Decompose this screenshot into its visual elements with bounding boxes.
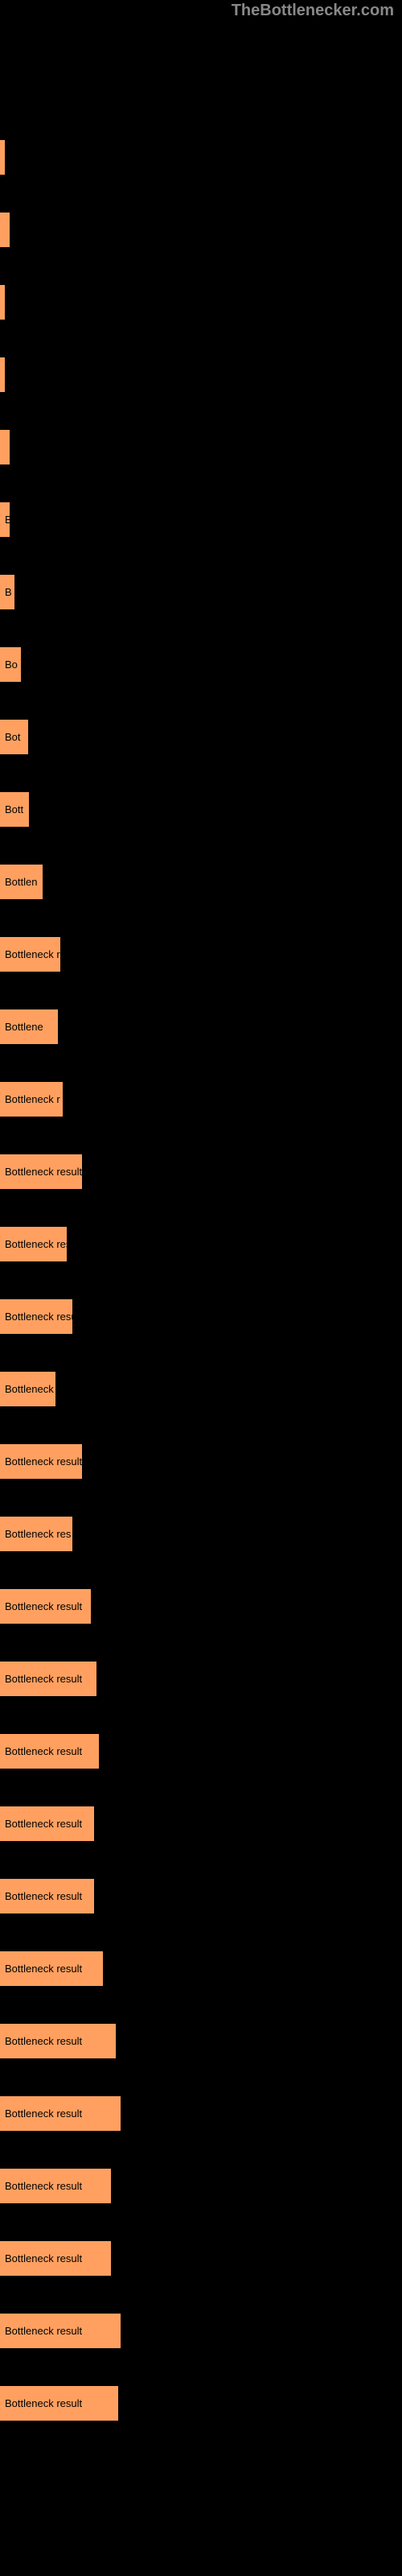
bar-row: Bot: [0, 716, 402, 757]
bar-row: Bottleneck result: [0, 2165, 402, 2206]
bar-label: B: [5, 514, 12, 526]
bar-row: [0, 427, 402, 467]
bar-label: Bot: [5, 731, 21, 743]
bar: Bottlen: [0, 865, 43, 899]
bar-row: [0, 282, 402, 322]
bar: Bottleneck result: [0, 1154, 82, 1189]
bar: Bott: [0, 792, 29, 827]
bar-row: Bottlen: [0, 861, 402, 902]
bar-row: [0, 209, 402, 250]
bar: Bottlene: [0, 1009, 58, 1044]
bar-label: Bottleneck result: [5, 1745, 82, 1757]
bar-row: [0, 354, 402, 394]
bar: Bottleneck r: [0, 1372, 55, 1406]
bar: [0, 213, 10, 247]
bar-row: Bottleneck res: [0, 1224, 402, 1264]
bar-label: Bottleneck result: [5, 1455, 82, 1468]
bar-row: Bottleneck result: [0, 1803, 402, 1843]
bar-row: B: [0, 499, 402, 539]
bar: [0, 357, 5, 392]
bar: Bottleneck result: [0, 2314, 121, 2348]
bar-label: Bottleneck result: [5, 2035, 82, 2047]
bar-row: Bottleneck result: [0, 1948, 402, 1988]
bar-label: Bottleneck res: [5, 1238, 71, 1250]
bar: [0, 430, 10, 464]
bar: Bottleneck result: [0, 1589, 91, 1624]
bar: Bottleneck resu: [0, 1299, 72, 1334]
bar: Bottleneck result: [0, 2024, 116, 2058]
bar-row: Bottleneck result: [0, 1586, 402, 1626]
bar-label: Bottlene: [5, 1021, 43, 1033]
bar-chart: B B Bo Bot Bott Bottlen Bottleneck r Bottlene Bo…: [0, 0, 402, 2487]
bar-row: Bottleneck r: [0, 934, 402, 974]
bar-label: Bottleneck r: [5, 948, 60, 960]
bar-row: Bottleneck result: [0, 2310, 402, 2351]
watermark-text: TheBottlenecker.com: [232, 2, 394, 20]
bar: Bottleneck result: [0, 1662, 96, 1696]
bar-label: Bottleneck result: [5, 2397, 82, 2409]
bar-row: Bottleneck res: [0, 1513, 402, 1554]
bar-label: Bottleneck r: [5, 1093, 60, 1105]
bar: Bottleneck result: [0, 1879, 94, 1913]
bar: B: [0, 502, 10, 537]
bar-label: Bottleneck result: [5, 1166, 82, 1178]
bar-label: Bottleneck result: [5, 1890, 82, 1902]
bar-row: Bottlene: [0, 1006, 402, 1046]
bar: Bottleneck r: [0, 937, 60, 972]
bar-label: Bottleneck result: [5, 2325, 82, 2337]
bar-row: Bottleneck result: [0, 1731, 402, 1771]
bar-label: Bottleneck resu: [5, 1311, 77, 1323]
bar-row: Bottleneck resu: [0, 1296, 402, 1336]
bar: Bo: [0, 647, 21, 682]
bar: Bot: [0, 720, 28, 754]
bar-row: Bott: [0, 789, 402, 829]
bar-label: Bottleneck result: [5, 2180, 82, 2192]
bar-row: Bottleneck result: [0, 2093, 402, 2133]
bar-label: Bottleneck result: [5, 1673, 82, 1685]
bar: Bottleneck result: [0, 2386, 118, 2421]
bar: Bottleneck result: [0, 1444, 82, 1479]
bar: Bottleneck result: [0, 1734, 99, 1769]
bar-row: Bottleneck result: [0, 2383, 402, 2423]
bar-label: Bo: [5, 658, 18, 671]
bar-label: Bottleneck res: [5, 1528, 71, 1540]
bar-row: Bottleneck result: [0, 1151, 402, 1191]
bar: Bottleneck result: [0, 2241, 111, 2276]
bar: B: [0, 575, 14, 609]
bar: Bottleneck result: [0, 2096, 121, 2131]
bar-row: Bottleneck r: [0, 1079, 402, 1119]
bar-label: Bottleneck result: [5, 1963, 82, 1975]
bar-row: [0, 137, 402, 177]
bar-label: B: [5, 586, 12, 598]
bar-row: Bottleneck result: [0, 2021, 402, 2061]
bar-row: B: [0, 572, 402, 612]
bar-label: Bottleneck result: [5, 1818, 82, 1830]
bar: Bottleneck r: [0, 1082, 63, 1117]
bar: Bottleneck res: [0, 1517, 72, 1551]
bar-label: Bottleneck result: [5, 1600, 82, 1612]
bar: [0, 140, 5, 175]
bar: Bottleneck res: [0, 1227, 67, 1261]
bar-row: Bottleneck result: [0, 1441, 402, 1481]
bar-label: Bottleneck r: [5, 1383, 60, 1395]
bar-label: Bott: [5, 803, 23, 815]
bar-label: Bottlen: [5, 876, 37, 888]
bar-row: Bottleneck r: [0, 1368, 402, 1409]
bar-row: Bottleneck result: [0, 1876, 402, 1916]
bar: [0, 285, 5, 320]
bar-label: Bottleneck result: [5, 2252, 82, 2264]
bar-row: Bottleneck result: [0, 1658, 402, 1699]
bar: Bottleneck result: [0, 2169, 111, 2203]
bar-row: Bo: [0, 644, 402, 684]
bar-row: Bottleneck result: [0, 2238, 402, 2278]
bar-label: Bottleneck result: [5, 2107, 82, 2120]
bar: Bottleneck result: [0, 1806, 94, 1841]
bar: Bottleneck result: [0, 1951, 103, 1986]
